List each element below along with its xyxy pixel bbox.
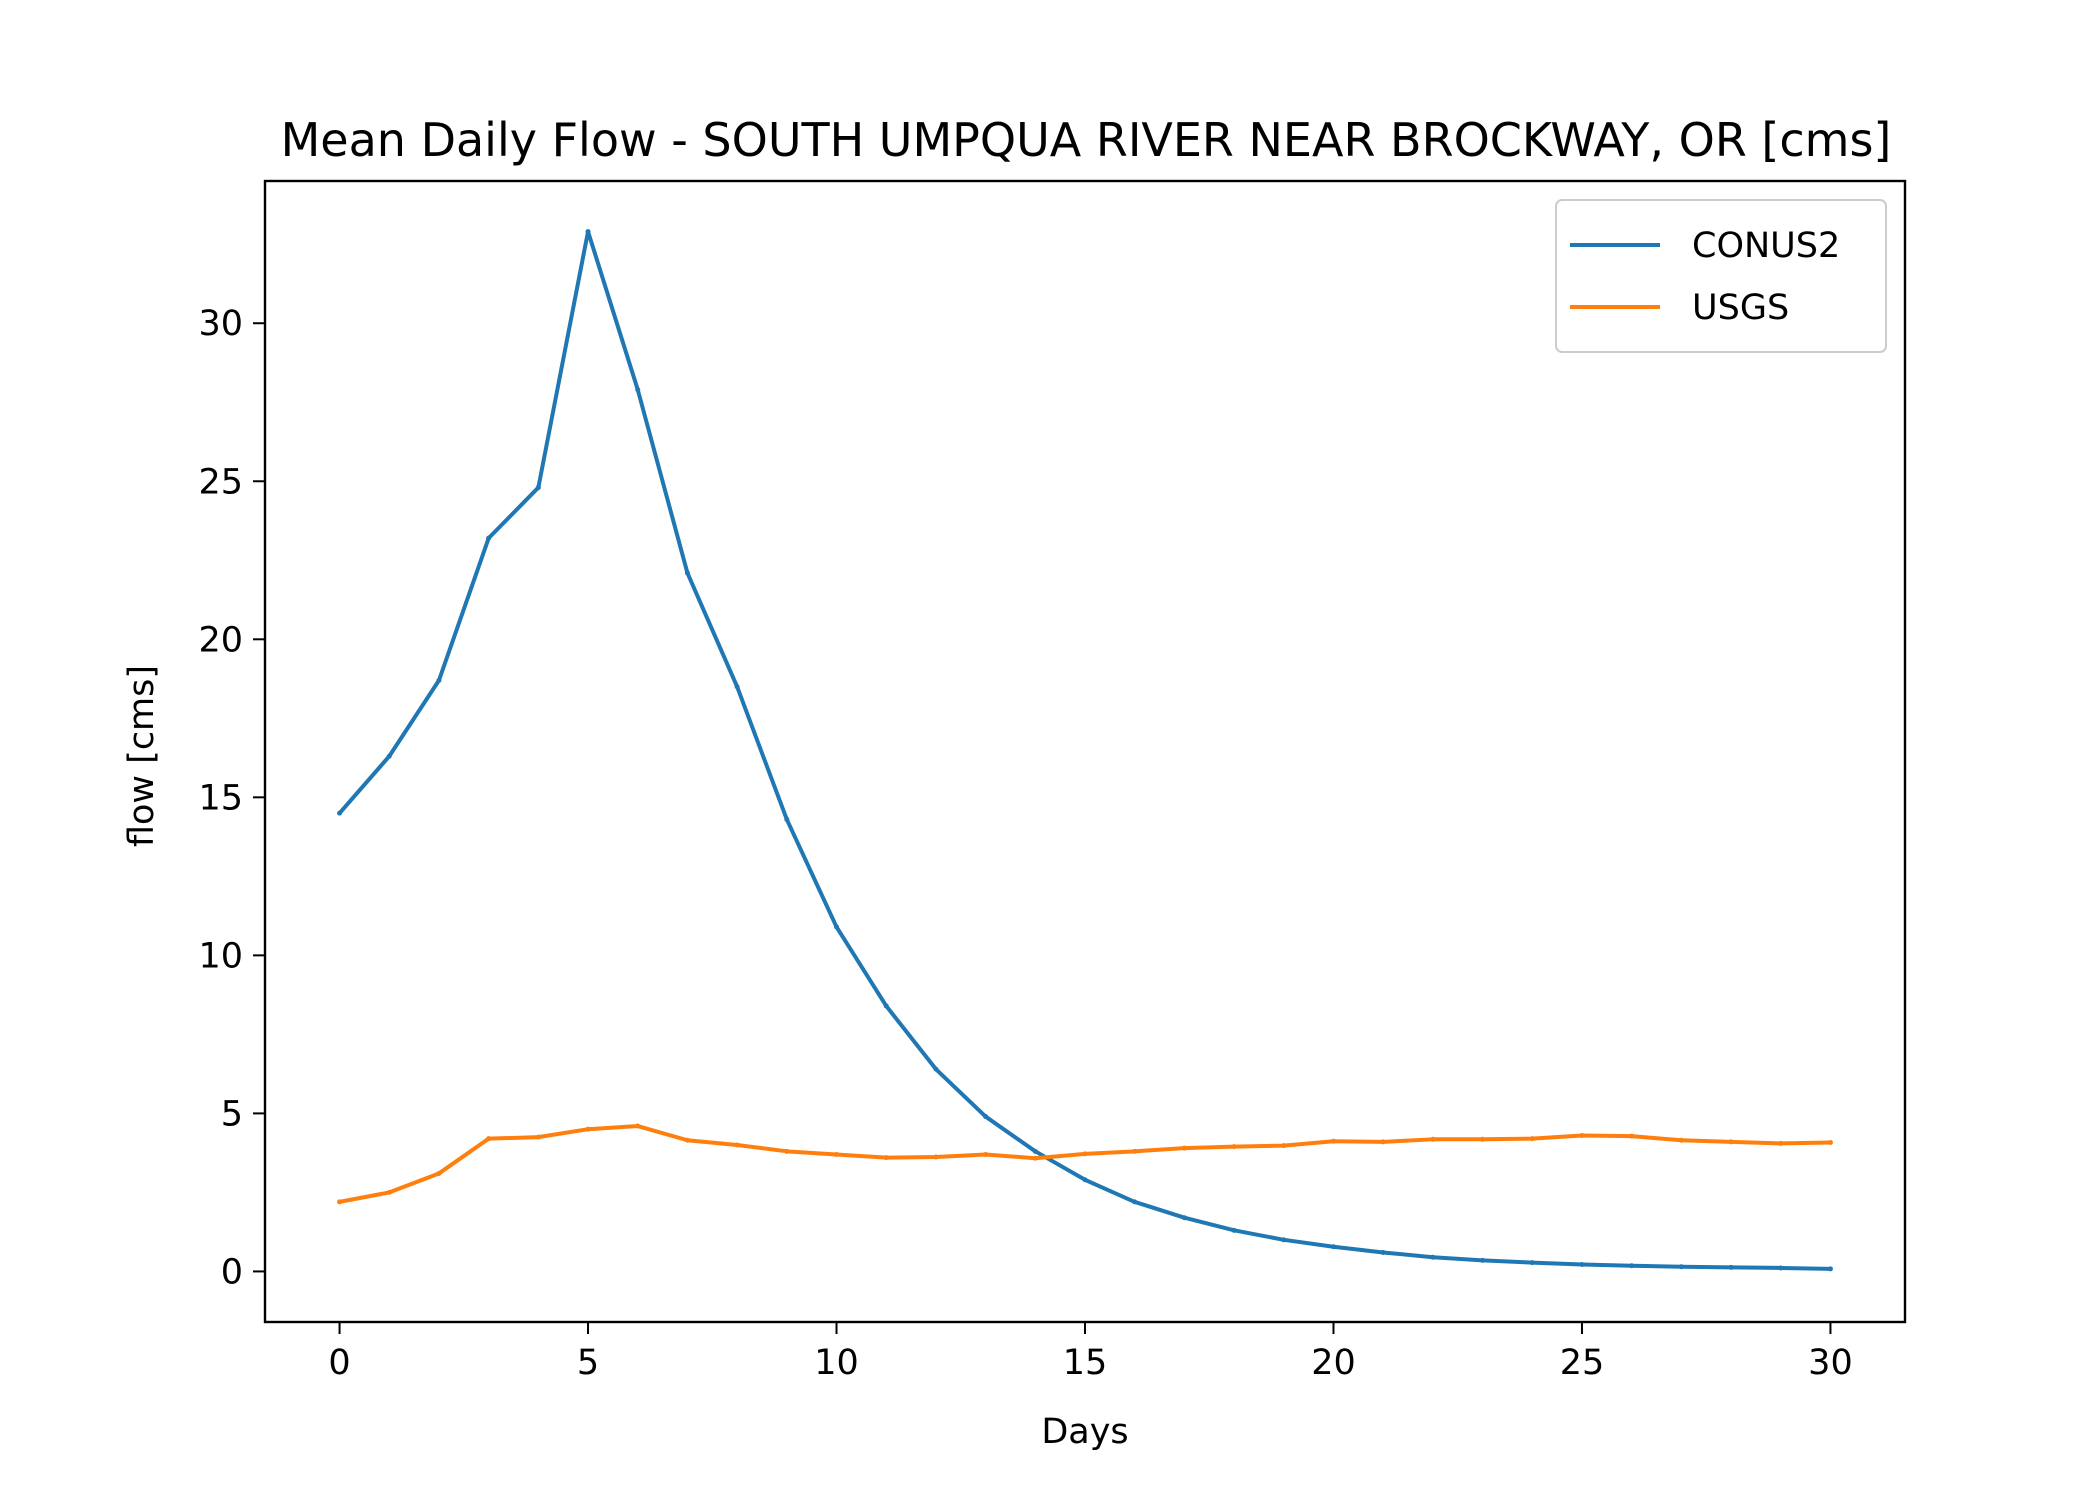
x-tick-label: 15	[1063, 1343, 1108, 1383]
data-point-usgs	[386, 1189, 392, 1195]
data-point-conus2	[1579, 1261, 1585, 1267]
data-point-usgs	[1827, 1139, 1833, 1145]
data-point-usgs	[1032, 1155, 1038, 1161]
x-tick-label: 5	[577, 1343, 599, 1383]
data-point-conus2	[1132, 1199, 1138, 1205]
data-point-usgs	[983, 1151, 989, 1157]
data-point-conus2	[337, 810, 343, 816]
data-point-conus2	[1082, 1177, 1088, 1183]
data-point-usgs	[784, 1148, 790, 1154]
legend-label-usgs: USGS	[1692, 288, 1789, 328]
x-tick-label: 10	[814, 1343, 859, 1383]
y-tick-label: 10	[198, 936, 243, 976]
data-point-usgs	[436, 1170, 442, 1176]
data-point-conus2	[535, 485, 541, 491]
data-point-usgs	[1380, 1139, 1386, 1145]
data-point-conus2	[1480, 1257, 1486, 1263]
data-point-conus2	[933, 1066, 939, 1072]
data-point-usgs	[834, 1151, 840, 1157]
data-point-conus2	[1529, 1260, 1535, 1266]
data-point-usgs	[1629, 1133, 1635, 1139]
data-point-usgs	[1529, 1136, 1535, 1142]
x-tick-label: 30	[1808, 1343, 1853, 1383]
data-point-usgs	[486, 1136, 492, 1142]
x-axis: 0 5 10 15 20 25 30	[328, 1322, 1853, 1383]
data-point-usgs	[684, 1137, 690, 1143]
data-point-conus2	[834, 924, 840, 930]
series-layer	[337, 229, 1833, 1272]
data-point-usgs	[734, 1142, 740, 1148]
data-point-usgs	[635, 1123, 641, 1129]
data-point-usgs	[1231, 1144, 1237, 1150]
data-point-conus2	[734, 684, 740, 690]
data-point-conus2	[486, 535, 492, 541]
data-point-conus2	[1430, 1254, 1436, 1260]
data-point-usgs	[1132, 1148, 1138, 1154]
x-tick-label: 0	[328, 1343, 350, 1383]
data-point-usgs	[1082, 1151, 1088, 1157]
data-point-conus2	[883, 1003, 889, 1009]
y-tick-label: 15	[198, 778, 243, 818]
data-point-conus2	[1380, 1249, 1386, 1255]
data-point-usgs	[1281, 1143, 1287, 1149]
data-point-conus2	[784, 816, 790, 822]
data-point-conus2	[983, 1114, 989, 1120]
y-tick-label: 20	[198, 620, 243, 660]
data-point-conus2	[635, 387, 641, 393]
data-point-conus2	[1827, 1266, 1833, 1272]
data-point-usgs	[337, 1199, 343, 1205]
data-point-conus2	[1032, 1148, 1038, 1154]
data-point-conus2	[585, 229, 591, 235]
data-point-usgs	[585, 1126, 591, 1132]
data-point-usgs	[1430, 1136, 1436, 1142]
x-tick-label: 25	[1560, 1343, 1605, 1383]
y-tick-label: 30	[198, 304, 243, 344]
data-point-usgs	[1181, 1145, 1187, 1151]
x-tick-label: 20	[1311, 1343, 1356, 1383]
data-point-usgs	[1330, 1138, 1336, 1144]
y-axis: 0 5 10 15 20 25 30	[198, 304, 265, 1292]
data-point-usgs	[1579, 1133, 1585, 1139]
data-point-conus2	[1281, 1237, 1287, 1243]
y-tick-label: 0	[221, 1252, 243, 1292]
data-point-conus2	[1728, 1264, 1734, 1270]
y-axis-label: flow [cms]	[122, 665, 162, 847]
x-axis-label: Days	[1041, 1412, 1128, 1452]
data-point-usgs	[1678, 1137, 1684, 1143]
data-point-usgs	[883, 1155, 889, 1161]
data-point-conus2	[1678, 1264, 1684, 1270]
data-point-conus2	[1778, 1265, 1784, 1271]
data-point-conus2	[1629, 1263, 1635, 1269]
data-point-conus2	[1231, 1227, 1237, 1233]
data-point-usgs	[535, 1134, 541, 1140]
chart-title: Mean Daily Flow - SOUTH UMPQUA RIVER NEA…	[281, 113, 1892, 167]
y-tick-label: 25	[198, 462, 243, 502]
data-point-conus2	[436, 677, 442, 683]
y-tick-label: 5	[221, 1094, 243, 1134]
data-point-conus2	[1330, 1244, 1336, 1250]
data-point-usgs	[1480, 1136, 1486, 1142]
legend: CONUS2 USGS	[1555, 199, 1887, 353]
legend-label-conus2: CONUS2	[1692, 226, 1840, 266]
data-point-usgs	[1728, 1139, 1734, 1145]
data-point-usgs	[1778, 1140, 1784, 1146]
data-point-conus2	[1181, 1215, 1187, 1221]
data-point-conus2	[684, 570, 690, 576]
legend-box	[1555, 199, 1887, 353]
data-point-conus2	[386, 753, 392, 759]
data-point-usgs	[933, 1154, 939, 1160]
